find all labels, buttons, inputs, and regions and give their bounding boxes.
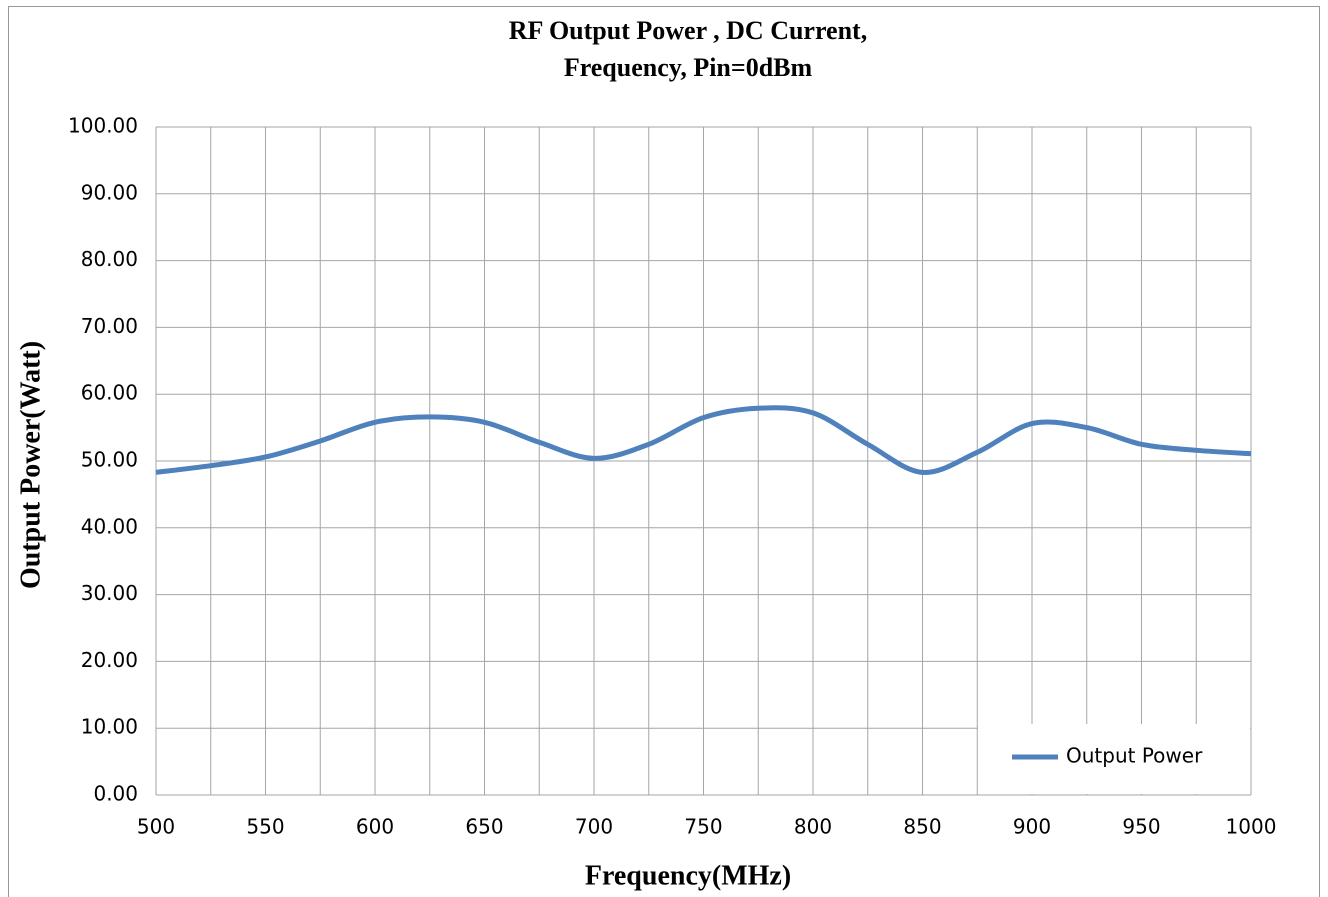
x-tick-label: 950 [1122, 815, 1160, 839]
x-tick-label: 650 [465, 815, 503, 839]
y-tick-label: 70.00 [81, 314, 138, 338]
y-tick-label: 30.00 [81, 581, 138, 605]
x-tick-label: 1000 [1226, 815, 1277, 839]
y-tick-label: 50.00 [81, 448, 138, 472]
y-axis-label: Output Power(Watt) [15, 341, 46, 589]
chart-title: RF Output Power , DC Current, [509, 16, 867, 45]
y-tick-label: 90.00 [81, 180, 138, 204]
y-tick-label: 0.00 [93, 782, 138, 806]
legend-label: Output Power [1066, 744, 1203, 768]
y-tick-label: 80.00 [81, 247, 138, 271]
x-tick-label: 750 [684, 815, 722, 839]
y-tick-label: 20.00 [81, 648, 138, 672]
chart-title: Frequency, Pin=0dBm [564, 53, 813, 82]
y-tick-label: 60.00 [81, 381, 138, 405]
x-tick-label: 900 [1013, 815, 1051, 839]
x-axis-label: Frequency(MHz) [585, 860, 791, 891]
x-tick-label: 500 [137, 815, 175, 839]
x-tick-label: 600 [356, 815, 394, 839]
x-tick-label: 550 [246, 815, 284, 839]
y-tick-label: 100.00 [68, 114, 138, 138]
series-line [155, 405, 1252, 475]
x-tick-label: 700 [575, 815, 613, 839]
y-tick-label: 40.00 [81, 514, 138, 538]
x-tick-label: 800 [794, 815, 832, 839]
y-tick-label: 10.00 [81, 715, 138, 739]
x-tick-label: 850 [903, 815, 941, 839]
